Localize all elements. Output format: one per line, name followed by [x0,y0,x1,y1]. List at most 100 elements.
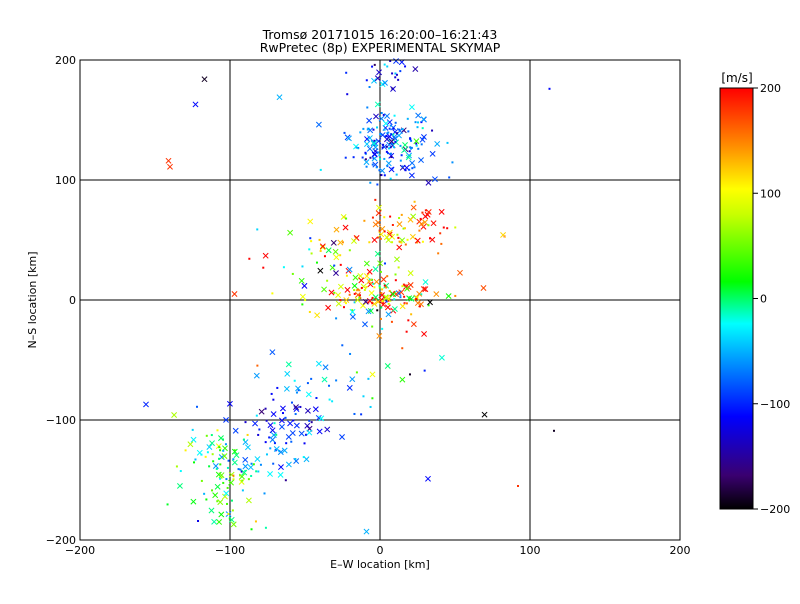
data-point-x [196,449,203,456]
data-point-dot [413,166,416,169]
data-point-dot [240,470,243,473]
data-point-x [403,164,410,171]
data-point-x [317,267,324,274]
data-point-dot [415,142,418,145]
data-point-x [416,290,423,297]
data-point-dot [373,63,376,66]
data-point-dot [309,237,312,240]
data-point-dot [257,433,260,436]
data-point-x [278,464,284,471]
data-point-x [430,220,437,227]
data-point-x [415,112,422,119]
data-point-x [299,293,306,300]
data-point-x [233,452,240,459]
data-point-x [304,422,311,429]
data-point-dot [273,422,276,425]
data-point-dot [222,438,225,441]
data-point-x [212,463,219,469]
data-point-x [328,289,335,296]
data-point-dot [407,130,410,133]
data-point-x [384,304,391,311]
data-point-dot [406,117,409,120]
data-point-dot [389,215,392,218]
data-point-x [349,376,356,383]
y-tick-label: 0 [69,294,76,307]
data-point-x [314,312,321,319]
data-point-dot [227,512,230,515]
data-point-dot [318,238,321,241]
data-point-x [214,483,221,490]
data-point-dot [349,352,352,355]
data-point-dot [179,470,182,473]
data-point-dot [369,156,372,159]
data-point-dot [417,121,420,124]
data-point-dot [399,70,402,73]
data-point-dot [376,309,379,312]
data-point-x [420,286,427,292]
data-point-dot [191,428,194,431]
data-point-x [269,427,276,434]
data-point-dot [367,377,370,380]
y-tick-label: −200 [46,534,76,547]
data-point-dot [420,121,423,124]
data-point-dot [403,227,406,230]
data-point-dot [197,519,200,522]
data-point-dot [271,292,274,295]
data-point-dot [386,65,389,68]
data-point-dot [365,165,368,168]
data-point-dot [378,169,381,172]
data-point-dot [371,163,374,166]
data-point-x [324,426,331,433]
data-point-dot [339,254,342,257]
data-point-x [228,479,235,486]
data-point-dot [383,174,386,177]
data-point-dot [355,371,358,374]
data-point-dot [374,198,377,201]
data-point-x [377,260,384,267]
data-point-x [429,150,436,157]
data-point-x [211,518,218,525]
data-point-dot [380,174,383,177]
x-tick-label: 100 [520,544,541,557]
data-point-dot [360,286,363,289]
data-point-dot [250,462,253,465]
data-point-x [427,299,433,306]
data-point-dot [315,261,318,264]
data-point-x [388,138,395,145]
data-point-dot [222,449,225,452]
data-point-x [293,422,300,429]
data-point-dot [418,229,421,232]
data-point-x [457,269,463,276]
data-point-x [420,134,427,140]
data-point-x [301,282,308,289]
data-point-dot [413,200,416,203]
data-point-dot [323,255,326,258]
data-point-dot [263,492,266,495]
data-point-x [402,142,409,148]
data-point-dot [442,226,445,229]
x-tick-label: −100 [215,544,245,557]
data-point-x [378,231,385,238]
data-point-x [325,304,332,311]
data-point-dot [417,147,420,150]
data-point-dot [294,413,297,416]
data-point-x [287,229,294,236]
data-point-x [208,507,215,514]
data-point-dot [301,265,304,268]
data-point-x [410,321,417,328]
data-point-dot [225,478,228,481]
data-point-x [414,237,421,244]
data-point-x [304,407,311,414]
data-point-dot [397,236,400,239]
data-point-dot [310,240,313,243]
data-point-dot [342,306,345,309]
data-point-dot [398,128,401,131]
data-point-x [280,405,286,412]
data-point-x [242,456,249,463]
data-point-dot [396,233,399,236]
data-point-dot [410,313,413,316]
data-point-x [404,285,410,292]
data-point-x [253,372,260,379]
data-point-x [285,461,292,468]
data-point-x [373,113,379,120]
